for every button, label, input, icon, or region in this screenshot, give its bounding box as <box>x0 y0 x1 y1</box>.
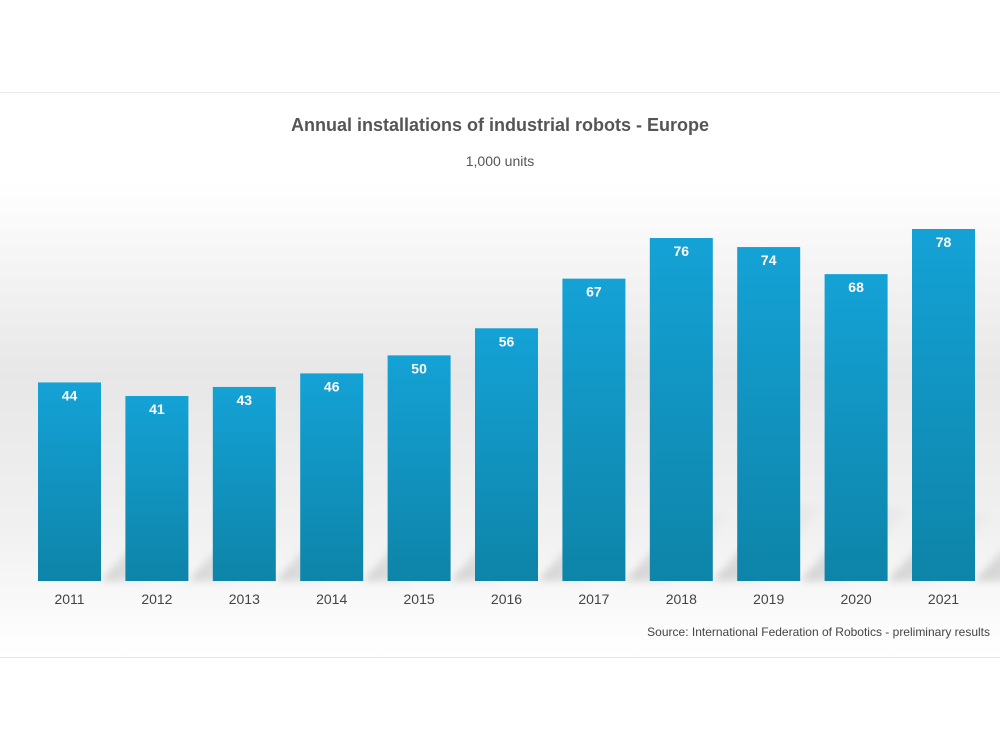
bar-2019 <box>737 247 801 582</box>
bar-2017 <box>562 278 626 581</box>
bar-2014 <box>300 373 364 581</box>
x-tick-2012: 2012 <box>141 591 172 607</box>
chart-title: Annual installations of industrial robot… <box>291 115 709 135</box>
bars-group <box>38 229 975 582</box>
data-label-2013: 43 <box>237 392 253 408</box>
data-label-2021: 78 <box>936 234 952 250</box>
x-tick-2011: 2011 <box>54 591 84 607</box>
x-tick-2013: 2013 <box>229 591 260 607</box>
x-tick-2019: 2019 <box>753 591 784 607</box>
bar-shadow <box>975 553 1000 581</box>
bar-2016 <box>475 328 538 581</box>
x-axis-ticks: 2011 2012 2013 2014 2015 2016 2017 2018 2019 2020… <box>54 591 959 607</box>
x-tick-2016: 2016 <box>491 591 522 607</box>
x-tick-2014: 2014 <box>316 591 347 607</box>
bar-2012 <box>125 395 189 581</box>
data-label-2012: 41 <box>149 401 165 417</box>
data-label-2016: 56 <box>499 333 515 349</box>
data-label-2019: 74 <box>761 252 777 268</box>
bar-2018 <box>649 238 713 581</box>
data-label-2020: 68 <box>848 279 864 295</box>
x-tick-2015: 2015 <box>404 591 435 607</box>
x-tick-2017: 2017 <box>578 591 609 607</box>
x-tick-2020: 2020 <box>841 591 872 607</box>
bar-2011 <box>38 382 101 581</box>
data-label-2011: 44 <box>62 387 78 403</box>
x-tick-2021: 2021 <box>928 591 959 607</box>
bar-2015 <box>387 355 451 581</box>
bar-2020 <box>824 274 888 581</box>
data-label-2015: 50 <box>411 360 427 376</box>
bar-2021 <box>912 229 975 581</box>
data-label-2018: 76 <box>674 243 690 259</box>
x-tick-2018: 2018 <box>666 591 697 607</box>
data-label-2017: 67 <box>586 284 602 300</box>
bar-2013 <box>212 386 276 581</box>
chart-subtitle: 1,000 units <box>466 153 535 169</box>
data-labels-group: 44 41 43 46 50 56 67 76 74 68 78 <box>62 234 952 417</box>
data-label-2014: 46 <box>324 378 340 394</box>
source-note: Source: International Federation of Robo… <box>647 625 990 639</box>
